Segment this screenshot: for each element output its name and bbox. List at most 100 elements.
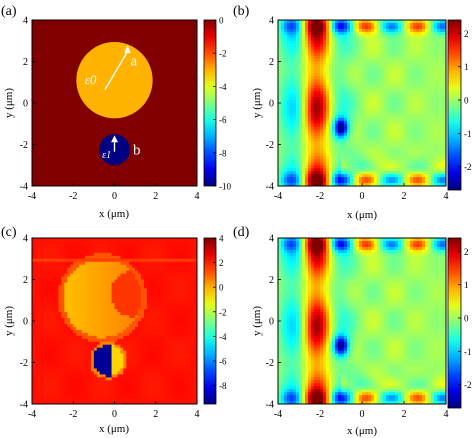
heatmap-cell [428,64,432,68]
heatmap-cell [87,238,92,242]
heatmap-cell [428,120,432,125]
heatmap-cell [73,374,77,378]
heatmap-cell [356,132,360,137]
heatmap-cell [395,141,399,145]
heatmap-cell [443,28,447,33]
heatmap-cell [278,79,282,83]
heatmap-cell [359,25,363,30]
heatmap-cell [55,243,60,248]
heatmap-cell [443,126,447,131]
heatmap-cell [407,144,411,148]
heatmap-cell [437,168,441,172]
heatmap-cell [90,353,95,358]
heatmap-cell [111,300,115,304]
heatmap-cell [55,326,60,331]
heatmap-cell [299,144,303,148]
heatmap-cell [117,264,121,269]
heatmap-cell [383,162,387,166]
heatmap-cell [87,270,92,275]
heatmap-cell [296,150,300,154]
heatmap-cell [338,123,342,128]
heatmap-cell [73,276,77,280]
heatmap-cell [326,162,330,166]
heatmap-cell [305,25,309,30]
heatmap-cell [443,73,447,77]
heatmap-cell [395,108,399,113]
heatmap-cell [281,28,285,33]
heatmap-cell [422,28,426,33]
heatmap-cell [425,46,429,51]
heatmap-cell [380,138,384,143]
heatmap-cell [425,129,429,134]
heatmap-cell [32,374,36,378]
heatmap-cell [67,249,71,254]
heatmap-cell [96,392,101,396]
heatmap-cell [90,258,95,263]
heatmap-cell [392,159,396,163]
heatmap-cell [347,49,351,54]
heatmap-cell [120,246,124,251]
heatmap-cell [344,100,348,104]
heatmap-cell [425,141,429,145]
heatmap-cell [392,88,396,92]
heatmap-cell [308,129,312,134]
heatmap-cell [281,111,285,116]
heatmap-cell [329,120,333,125]
heatmap-cell [317,120,321,125]
heatmap-cell [296,37,300,42]
heatmap-cell [377,165,381,169]
heatmap-cell [425,171,429,175]
heatmap-cell [34,252,39,257]
heatmap-cell [332,117,336,122]
heatmap-cell [308,183,312,187]
heatmap-cell [120,300,124,304]
heatmap-cell [389,103,393,107]
heatmap-cell [76,300,80,304]
heatmap-cell [338,129,342,134]
heatmap-cell [46,329,51,334]
heatmap-cell [338,37,342,42]
heatmap-cell [299,100,303,104]
heatmap-cell [79,309,83,313]
heatmap-cell [356,162,360,166]
heatmap-cell [46,389,51,393]
heatmap-cell [374,76,378,80]
heatmap-cell [114,350,118,355]
heatmap-cell [389,22,393,27]
heatmap-cell [440,174,444,178]
heatmap-cell [105,312,110,316]
panel-a-xticks: -4 -2 0 2 4 [28,183,200,202]
heatmap-cell [416,25,420,30]
heatmap-cell [102,389,107,393]
heatmap-cell [416,31,420,36]
heatmap-cell [305,103,309,107]
heatmap-cell [120,365,124,369]
heatmap-cell [410,37,414,42]
heatmap-cell [278,147,282,151]
heatmap-cell [386,43,390,48]
heatmap-cell [344,159,348,163]
heatmap-cell [422,165,426,169]
heatmap-cell [413,20,417,24]
heatmap-cell [108,392,113,396]
heatmap-cell [281,162,285,166]
heatmap-cell [287,94,291,98]
heatmap-cell [419,22,423,27]
heatmap-cell [52,246,57,251]
heatmap-cell [49,303,54,307]
heatmap-cell [67,238,71,242]
heatmap-cell [434,88,438,92]
heatmap-cell [102,347,107,352]
heatmap-cell [422,174,426,178]
heatmap-cell [434,94,438,98]
radius-a-arrowhead [124,45,131,54]
heatmap-cell [359,49,363,54]
heatmap-cell [117,309,121,313]
heatmap-cell [43,371,48,375]
heatmap-cell [422,100,426,104]
heatmap-cell [434,114,438,119]
heatmap-cell [338,85,342,89]
heatmap-cell [344,61,348,65]
heatmap-cell [34,398,39,402]
heatmap-cell [335,162,339,166]
